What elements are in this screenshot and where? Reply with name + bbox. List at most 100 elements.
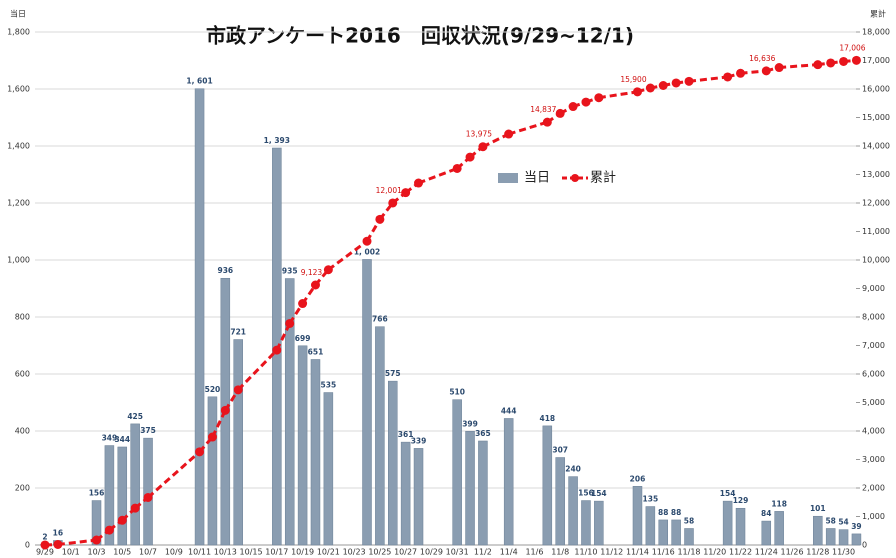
line-segment [508,120,548,136]
x-tick-label: 11/22 [729,548,752,557]
legend-label: 当日 [524,171,550,186]
bar-label: 344 [114,435,130,444]
line-point [323,265,333,275]
bar-label: 240 [565,465,581,474]
line-point [452,163,462,173]
line-point [632,87,642,97]
x-tick-label: 11/28 [806,548,829,557]
y-tick-label: 1,000 [7,256,30,265]
y2-tick-label: 4,000 [862,427,885,436]
bar [284,278,295,546]
bar-label: 1, 002 [354,247,380,256]
bar-label: 84 [761,509,771,518]
line-segment [211,409,227,438]
bar [658,519,668,546]
x-tick-label: 10/21 [317,548,340,557]
y2-tick-label: 14,000 [862,142,890,151]
bar-label: 1, 601 [186,77,212,86]
line-point [298,299,308,309]
line-point [143,492,153,502]
line-point [362,236,372,246]
bar [645,506,656,546]
line-point [92,535,102,545]
bar [143,437,153,546]
line-point [671,78,681,88]
y-tick-label: 1,600 [7,85,30,94]
line-segment [779,63,818,70]
y2-tick-label: 16,000 [862,85,890,94]
bar-label: 88 [671,508,681,517]
y2-tick-label: 10,000 [862,256,890,265]
bar [632,486,643,546]
bar [452,399,462,546]
y-tick-label: 200 [15,484,30,493]
line-point [272,345,282,355]
x-tick-label: 11/26 [781,548,804,557]
line-point [478,142,488,152]
x-tick-label: 11/8 [551,548,569,557]
line-point [658,80,668,90]
bar [774,511,784,546]
line-segment [598,90,638,100]
y2-tick-label: 1,000 [862,512,885,521]
x-tick-label: 10/9 [165,548,183,557]
bar-label: 699 [295,334,311,343]
bar [297,345,308,546]
bar-label: 425 [127,412,143,421]
y2-tick-label: 5,000 [862,398,885,407]
bar [362,259,372,546]
bar [684,528,694,546]
x-tick-label: 10/25 [368,548,391,557]
y-tick-label: 1,200 [7,199,30,208]
bar [233,339,243,546]
y2-tick-label: 15,000 [862,113,890,122]
y-tick-label: 1,400 [7,142,30,151]
line-segment [688,75,728,83]
y2-tick-label: 18,000 [862,28,890,37]
line-point [684,76,694,86]
line-segment [482,132,510,149]
bar [194,88,205,546]
bar [555,457,565,546]
y-axis-label: 当日 [10,9,26,19]
bar-label: 307 [552,446,568,455]
line-point [723,72,733,82]
line-point [104,525,114,535]
y2-tick-label: 11,000 [862,227,890,236]
bar-label: 135 [643,495,659,504]
bar [388,380,398,546]
line-point [736,68,746,78]
bar [761,520,772,546]
line-point [504,129,514,139]
legend-swatch [498,173,518,183]
chart-title: 市政アンケート2016 回収状況(9/29~12/1) [206,24,634,48]
line-point [761,66,771,76]
bar-label: 375 [140,426,156,435]
bar [813,515,823,546]
x-tick-label: 11/24 [755,548,778,557]
bar-label: 766 [372,315,388,324]
bar-label: 58 [825,516,835,525]
x-tick-label: 11/10 [574,548,597,557]
y2-tick-label: 3,000 [862,455,885,464]
bar-label: 2 [42,532,47,541]
line-point [195,447,205,457]
line-point [310,280,320,290]
bar-label: 721 [230,328,246,337]
x-tick-label: 10/19 [291,548,314,557]
line-point [774,63,784,73]
bar [104,445,115,546]
y2-tick-label: 0 [862,541,867,550]
x-tick-label: 10/5 [113,548,131,557]
bar [671,519,681,546]
line-point [388,198,398,208]
bar-label: 39 [851,522,861,531]
line-point [826,58,836,68]
y2-tick-label: 7,000 [862,341,885,350]
line-point [130,503,140,513]
x-tick-label: 11/20 [703,548,726,557]
line-point [645,83,655,93]
bar-label: 154 [720,489,736,498]
bar [542,425,553,546]
